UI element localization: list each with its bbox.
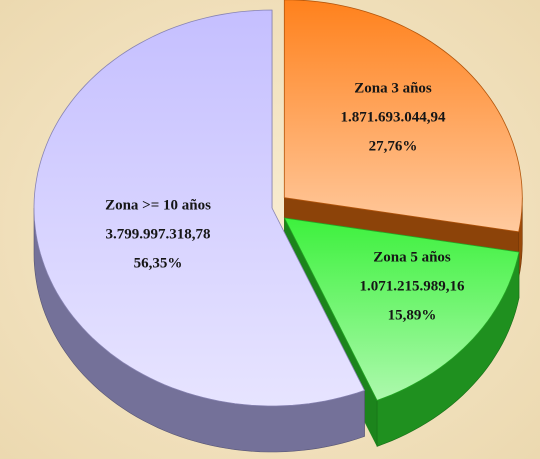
value-label: 1.871.693.044,94 <box>341 109 447 125</box>
slice <box>33 9 366 407</box>
slice-label: Zona 3 años <box>354 80 432 96</box>
slice-label: Zona >= 10 años <box>105 197 211 213</box>
value-label: 1.071.215.989,16 <box>360 278 466 294</box>
percentage-label: 56,35% <box>134 255 183 271</box>
slice <box>283 0 523 233</box>
percentage-label: 27,76% <box>369 138 418 154</box>
value-label: 3.799.997.318,78 <box>106 226 211 242</box>
percentage-label: 15,89% <box>388 307 437 323</box>
slice-label: Zona 5 años <box>373 249 451 265</box>
slice <box>283 217 520 401</box>
